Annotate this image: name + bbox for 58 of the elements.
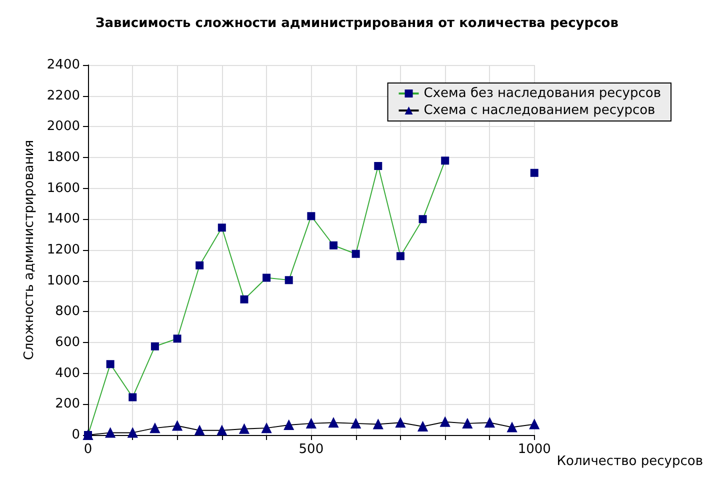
- point: [484, 418, 495, 428]
- y-tick-label: 1800: [46, 150, 80, 165]
- point: [462, 418, 472, 428]
- point: [350, 418, 361, 428]
- x-axis-title: Количество ресурсов: [556, 454, 703, 469]
- y-tick-label: 200: [55, 396, 80, 412]
- point: [128, 428, 138, 438]
- point: [218, 224, 226, 232]
- point: [418, 422, 428, 432]
- chart-title: Зависимость сложности администрирования от количества ресурсов: [96, 16, 618, 31]
- point: [441, 156, 450, 165]
- point: [172, 420, 182, 431]
- point: [284, 276, 293, 284]
- point: [373, 419, 384, 430]
- y-tick-label: 400: [55, 366, 80, 381]
- point: [330, 241, 338, 250]
- legend-label: Схема с наследованием ресурсов: [424, 103, 656, 118]
- y-tick-label: 2200: [46, 88, 80, 104]
- y-tick-label: 800: [55, 304, 80, 320]
- point: [395, 418, 406, 428]
- point: [374, 162, 382, 170]
- point: [418, 215, 427, 224]
- point: [307, 212, 316, 220]
- point: [262, 423, 272, 434]
- y-tick-label: 2000: [46, 119, 80, 134]
- y-axis-title: Сложность администрирования: [22, 140, 38, 360]
- point: [194, 425, 205, 436]
- y-tick-label: 600: [55, 335, 80, 350]
- point: [173, 334, 182, 343]
- point: [106, 360, 114, 368]
- point: [352, 250, 360, 258]
- point: [216, 425, 227, 436]
- point: [105, 428, 116, 438]
- point: [262, 274, 271, 282]
- y-tick-label: 0: [72, 428, 80, 442]
- point: [284, 420, 294, 430]
- point: [128, 393, 137, 402]
- point: [440, 416, 450, 427]
- y-tick-label: 2400: [46, 58, 80, 72]
- point: [239, 424, 250, 434]
- y-tick-label: 1600: [46, 180, 80, 196]
- legend-label: Схема без наследования ресурсов: [424, 86, 662, 101]
- point: [196, 261, 204, 270]
- point: [396, 252, 404, 260]
- point: [530, 168, 538, 177]
- y-tick-label: 1000: [46, 273, 80, 288]
- x-tick-label: 1000: [518, 442, 551, 457]
- point: [507, 422, 518, 432]
- y-tick-label: 1400: [46, 212, 80, 227]
- point: [328, 418, 338, 428]
- point: [240, 295, 248, 304]
- point: [306, 418, 316, 428]
- y-tick-label: 1200: [46, 242, 80, 258]
- x-tick-label: 500: [298, 442, 324, 457]
- point: [150, 423, 160, 434]
- x-tick-label: 0: [84, 442, 92, 457]
- point: [150, 342, 159, 350]
- point: [529, 419, 540, 430]
